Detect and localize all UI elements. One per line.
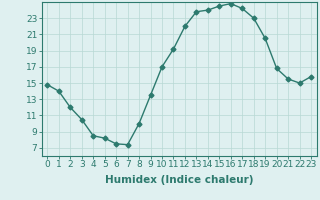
X-axis label: Humidex (Indice chaleur): Humidex (Indice chaleur)	[105, 175, 253, 185]
